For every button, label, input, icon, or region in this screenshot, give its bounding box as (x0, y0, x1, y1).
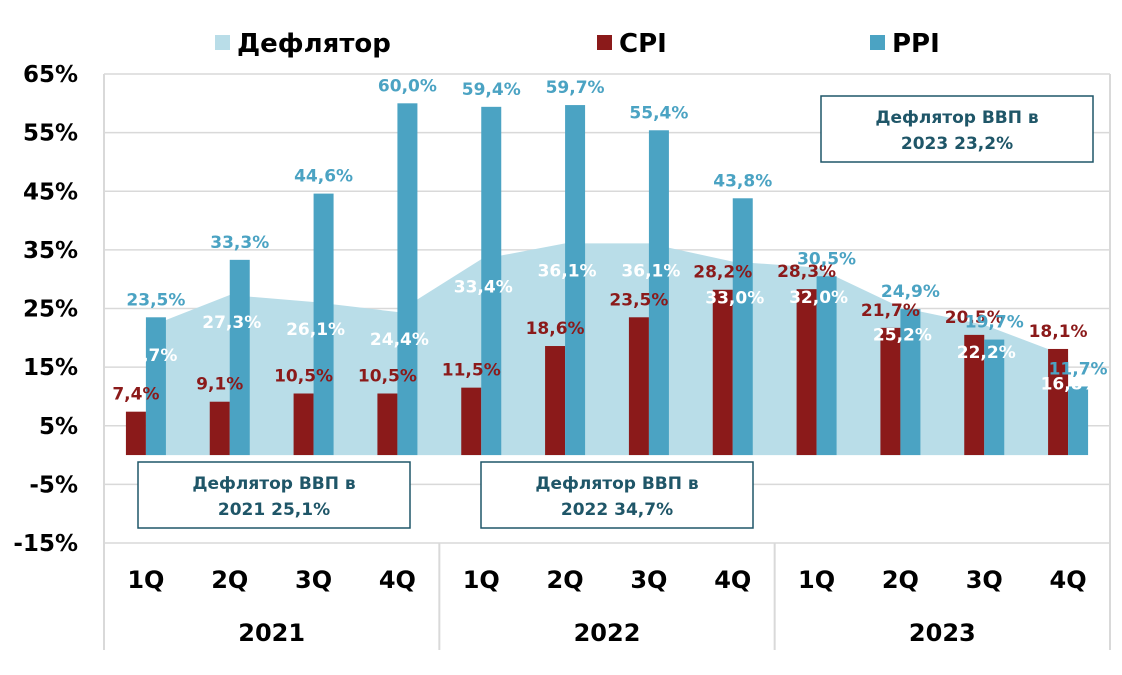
legend-label-deflator: Дефлятор (237, 29, 391, 59)
annotation-line2: 2021 25,1% (218, 500, 330, 520)
gdp-deflator-annotation: Дефлятор ВВП в 2022 34,7% (481, 462, 753, 528)
y-tick-label: 65% (23, 62, 78, 88)
ppi-data-label: 24,9% (881, 282, 940, 302)
ppi-data-label: 44,6% (294, 167, 353, 187)
cpi-bar (210, 402, 230, 455)
legend: Дефлятор CPI PPI (215, 29, 940, 59)
legend-label-ppi: PPI (892, 29, 940, 59)
cpi-data-label: 18,6% (526, 319, 585, 339)
cpi-bar (126, 412, 146, 455)
cpi-data-label: 28,2% (693, 263, 752, 283)
y-tick-label: 15% (23, 355, 78, 381)
legend-label-cpi: CPI (619, 29, 667, 59)
deflator-data-label: 21,7% (118, 346, 177, 366)
x-tick-label: 3Q (966, 566, 1003, 594)
year-label: 2022 (574, 619, 641, 647)
x-tick-label: 4Q (1050, 566, 1087, 594)
ppi-data-label: 59,7% (546, 78, 605, 98)
cpi-bar (377, 394, 397, 456)
x-tick-label: 3Q (630, 566, 667, 594)
deflator-data-label: 16,8% (1041, 375, 1100, 395)
deflator-data-label: 24,4% (370, 330, 429, 350)
deflator-area (146, 243, 1068, 455)
deflator-data-label: 33,0% (705, 289, 764, 309)
annotation-line1: Дефлятор ВВП в (875, 108, 1039, 128)
cpi-data-label: 18,1% (1029, 322, 1088, 342)
legend-swatch-ppi (870, 35, 885, 50)
x-tick-label: 4Q (714, 566, 751, 594)
deflator-data-label: 27,3% (202, 313, 261, 333)
ppi-data-label: 30,5% (797, 249, 856, 269)
ppi-bar (230, 260, 250, 455)
cpi-data-label: 9,1% (196, 375, 243, 395)
ppi-data-label: 23,5% (126, 290, 185, 310)
y-tick-label: -5% (29, 472, 78, 498)
cpi-data-label: 10,5% (358, 367, 417, 387)
cpi-bar (713, 290, 733, 455)
annotation-line1: Дефлятор ВВП в (192, 474, 356, 494)
annotation-line1: Дефлятор ВВП в (535, 474, 699, 494)
deflator-data-label: 26,1% (286, 320, 345, 340)
deflator-data-label: 25,2% (873, 325, 932, 345)
gdp-deflator-annotation: Дефлятор ВВП в 2021 25,1% (138, 462, 410, 528)
deflator-data-label: 36,1% (621, 261, 680, 281)
x-tick-label: 4Q (379, 566, 416, 594)
ppi-data-label: 55,4% (629, 103, 688, 123)
cpi-bar (797, 289, 817, 455)
cpi-bar (461, 388, 481, 455)
x-tick-label: 2Q (547, 566, 584, 594)
x-tick-label: 1Q (798, 566, 835, 594)
cpi-bar (629, 317, 649, 455)
x-tick-label: 1Q (127, 566, 164, 594)
year-label: 2021 (238, 619, 305, 647)
ppi-data-label: 19,7% (965, 313, 1024, 333)
gdp-deflator-annotation: Дефлятор ВВП в 2023 23,2% (821, 96, 1093, 162)
x-tick-label: 1Q (463, 566, 500, 594)
x-tick-label: 2Q (211, 566, 248, 594)
deflator-area-layer (146, 243, 1068, 455)
annotation-line2: 2023 23,2% (901, 134, 1013, 154)
ppi-data-label: 33,3% (210, 233, 269, 253)
cpi-bar (880, 328, 900, 455)
cpi-data-label: 10,5% (274, 367, 333, 387)
deflator-data-label: 32,0% (789, 288, 848, 308)
x-tick-label: 2Q (882, 566, 919, 594)
legend-swatch-deflator (215, 35, 230, 50)
ppi-data-label: 60,0% (378, 76, 437, 96)
cpi-bar (294, 394, 314, 456)
year-label: 2023 (909, 619, 976, 647)
cpi-data-label: 11,5% (442, 361, 501, 381)
deflator-data-label: 33,4% (454, 277, 513, 297)
y-tick-label: 35% (23, 238, 78, 264)
y-tick-label: -15% (13, 531, 78, 557)
legend-swatch-cpi (597, 35, 612, 50)
y-tick-label: 55% (23, 121, 78, 147)
annotation-line2: 2022 34,7% (561, 500, 673, 520)
x-tick-label: 3Q (295, 566, 332, 594)
ppi-bar (1068, 386, 1088, 455)
y-tick-label: 25% (23, 297, 78, 323)
ppi-bar (397, 103, 417, 455)
y-tick-label: 5% (39, 414, 78, 440)
ppi-data-label: 59,4% (462, 80, 521, 100)
cpi-data-label: 21,7% (861, 301, 920, 321)
deflator-data-label: 22,2% (957, 343, 1016, 363)
ppi-data-label: 43,8% (713, 171, 772, 191)
cpi-data-label: 23,5% (609, 290, 668, 310)
cpi-bar (545, 346, 565, 455)
cpi-data-label: 7,4% (112, 385, 159, 405)
ppi-bar (733, 198, 753, 455)
deflator-data-label: 36,1% (538, 261, 597, 281)
y-tick-label: 45% (23, 179, 78, 205)
